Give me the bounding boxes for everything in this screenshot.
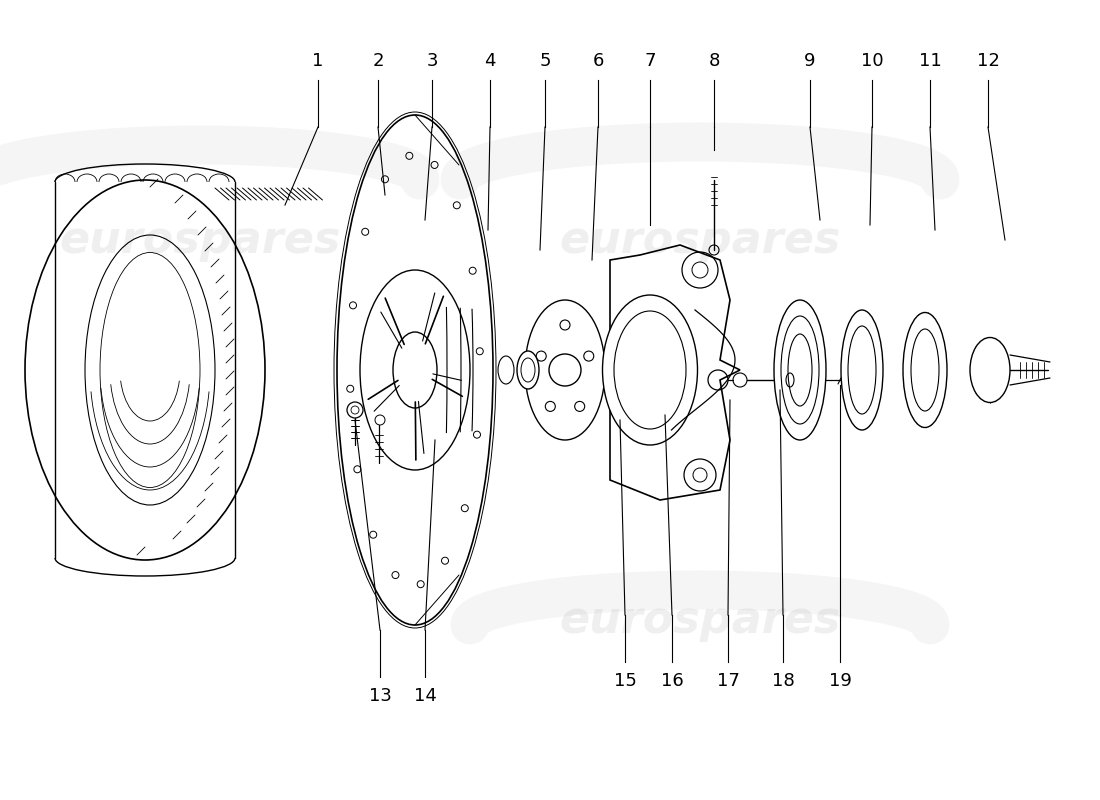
Text: 14: 14 xyxy=(414,687,437,705)
Text: 13: 13 xyxy=(368,687,392,705)
Ellipse shape xyxy=(549,354,581,386)
Text: 2: 2 xyxy=(372,52,384,70)
Text: 9: 9 xyxy=(804,52,816,70)
Text: eurospares: eurospares xyxy=(559,598,840,642)
Text: 8: 8 xyxy=(708,52,719,70)
Ellipse shape xyxy=(603,295,697,445)
Ellipse shape xyxy=(903,313,947,427)
Ellipse shape xyxy=(842,310,883,430)
Text: 12: 12 xyxy=(977,52,1000,70)
Text: 15: 15 xyxy=(614,672,637,690)
Text: 19: 19 xyxy=(828,672,851,690)
Text: 5: 5 xyxy=(539,52,551,70)
Text: 10: 10 xyxy=(860,52,883,70)
Ellipse shape xyxy=(774,300,826,440)
Text: 17: 17 xyxy=(716,672,739,690)
Text: 16: 16 xyxy=(661,672,683,690)
Text: 1: 1 xyxy=(312,52,323,70)
Text: 3: 3 xyxy=(427,52,438,70)
Text: eurospares: eurospares xyxy=(59,218,341,262)
Ellipse shape xyxy=(517,351,539,389)
Text: 4: 4 xyxy=(484,52,496,70)
Text: 7: 7 xyxy=(645,52,656,70)
Text: 11: 11 xyxy=(918,52,942,70)
Text: 18: 18 xyxy=(771,672,794,690)
Text: 6: 6 xyxy=(592,52,604,70)
Ellipse shape xyxy=(970,338,1010,402)
Text: eurospares: eurospares xyxy=(559,218,840,262)
Ellipse shape xyxy=(525,300,605,440)
Ellipse shape xyxy=(498,356,514,384)
